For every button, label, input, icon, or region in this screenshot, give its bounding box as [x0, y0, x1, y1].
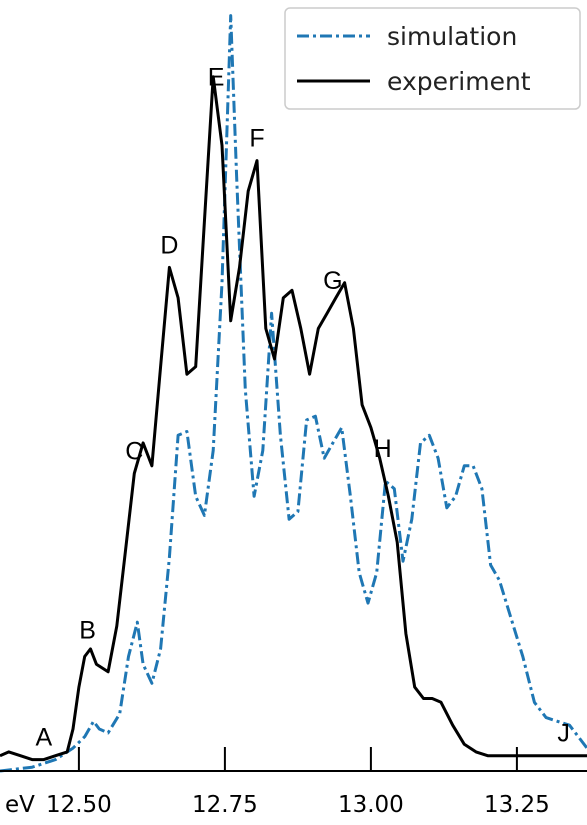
- peak-label-b: B: [79, 617, 96, 645]
- peak-label-c: C: [125, 437, 143, 465]
- peak-label-a: A: [35, 724, 52, 752]
- peak-label-h: H: [374, 435, 392, 463]
- peak-label-j: J: [557, 720, 570, 748]
- legend-box: [284, 7, 581, 110]
- legend: simulation experiment: [284, 7, 581, 110]
- legend-label-experiment: experiment: [387, 67, 531, 96]
- legend-label-simulation: simulation: [387, 22, 517, 51]
- x-axis: 12.50 12.75 13.00 13.25 eV: [0, 747, 587, 818]
- series-layer: [0, 14, 587, 773]
- peak-annotations: A B C D E F G H J: [35, 64, 569, 752]
- series-line-simulation: [0, 14, 587, 773]
- peak-label-g: G: [323, 267, 342, 295]
- series-line-experiment: [0, 75, 587, 762]
- peak-label-e: E: [208, 64, 225, 92]
- plot-area: A B C D E F G H J: [0, 14, 587, 773]
- x-tick-label: 12.50: [46, 792, 112, 818]
- peak-label-f: F: [249, 125, 264, 153]
- x-tick-label: 12.75: [192, 792, 258, 818]
- x-tick-label: 13.00: [338, 792, 404, 818]
- peak-label-d: D: [160, 231, 178, 259]
- x-axis-ticks: 12.50 12.75 13.00 13.25: [46, 747, 550, 818]
- x-axis-label: eV: [5, 792, 35, 818]
- x-tick-label: 13.25: [484, 792, 550, 818]
